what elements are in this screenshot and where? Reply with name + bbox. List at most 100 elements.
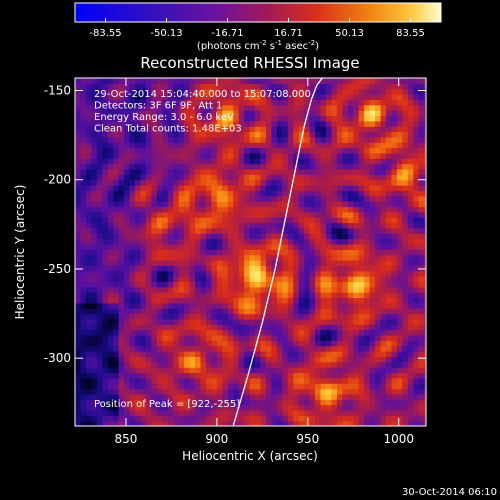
- heatmap-cell: [309, 361, 316, 368]
- heatmap-cell: [424, 409, 426, 416]
- heatmap-cell: [184, 238, 191, 245]
- heatmap-cell: [347, 399, 354, 406]
- heatmap-cell: [211, 270, 218, 277]
- heatmap-cell: [227, 340, 234, 347]
- heatmap-cell: [227, 179, 234, 186]
- heatmap-cell: [222, 227, 229, 234]
- heatmap-cell: [238, 324, 245, 331]
- heatmap-cell: [233, 211, 240, 218]
- heatmap-cell: [287, 286, 294, 293]
- heatmap-cell: [195, 367, 202, 374]
- heatmap-cell: [293, 142, 300, 149]
- heatmap-cell: [407, 126, 414, 133]
- heatmap-cell: [80, 276, 87, 283]
- heatmap-cell: [211, 136, 218, 143]
- heatmap-cell: [260, 260, 267, 266]
- heatmap-cell: [216, 88, 223, 95]
- heatmap-cell: [249, 115, 256, 122]
- heatmap-cell: [178, 286, 185, 293]
- y-axis-label: Heliocentric Y (arcsec): [13, 185, 27, 320]
- heatmap-cell: [211, 195, 218, 202]
- heatmap-cell: [413, 377, 420, 384]
- heatmap-cell: [151, 249, 158, 256]
- heatmap-cell: [293, 351, 300, 357]
- heatmap-cell: [85, 211, 92, 218]
- heatmap-cell: [276, 260, 283, 266]
- heatmap-cell: [75, 185, 82, 192]
- heatmap-cell: [244, 388, 251, 395]
- heatmap-cell: [227, 415, 234, 422]
- heatmap-cell: [424, 190, 426, 197]
- heatmap-cell: [402, 158, 409, 165]
- heatmap-cell: [298, 292, 305, 299]
- heatmap-cell: [320, 286, 327, 293]
- heatmap-cell: [413, 217, 420, 224]
- heatmap-cell: [385, 254, 393, 261]
- heatmap-cell: [347, 276, 354, 283]
- heatmap-cell: [244, 260, 251, 266]
- heatmap-cell: [265, 308, 273, 315]
- heatmap-cell: [353, 415, 360, 422]
- heatmap-cell: [140, 78, 147, 84]
- heatmap-cell: [260, 158, 267, 165]
- heatmap-cell: [358, 163, 365, 170]
- heatmap-cell: [189, 147, 196, 154]
- heatmap-cell: [124, 185, 131, 192]
- heatmap-cell: [140, 367, 147, 374]
- heatmap-cell: [265, 163, 273, 170]
- heatmap-cell: [424, 334, 426, 341]
- heatmap-cell: [107, 313, 114, 320]
- heatmap-cell: [369, 163, 376, 170]
- heatmap-cell: [189, 104, 196, 111]
- heatmap-cell: [80, 249, 87, 256]
- heatmap-cell: [211, 120, 218, 127]
- heatmap-cell: [184, 78, 191, 84]
- heatmap-cell: [211, 276, 218, 283]
- heatmap-cell: [413, 367, 420, 374]
- heatmap-cell: [145, 297, 152, 304]
- heatmap-cell: [140, 195, 147, 202]
- heatmap-cell: [222, 174, 229, 181]
- heatmap-cell: [293, 420, 300, 426]
- heatmap-cell: [227, 131, 234, 138]
- heatmap-cell: [358, 120, 365, 127]
- heatmap-cell: [276, 415, 283, 422]
- heatmap-cell: [75, 297, 82, 304]
- heatmap-cell: [309, 318, 316, 325]
- heatmap-cell: [156, 409, 163, 416]
- heatmap-cell: [320, 415, 327, 422]
- heatmap-cell: [205, 238, 212, 245]
- heatmap-cell: [391, 393, 398, 400]
- heatmap-cell: [102, 88, 109, 95]
- heatmap-cell: [347, 78, 354, 84]
- heatmap-cell: [233, 195, 240, 202]
- heatmap-cell: [107, 120, 114, 127]
- heatmap-cell: [418, 88, 425, 95]
- heatmap-cell: [320, 243, 327, 250]
- heatmap-cell: [353, 409, 360, 416]
- heatmap-cell: [293, 152, 300, 159]
- heatmap-cell: [216, 367, 223, 374]
- heatmap-cell: [325, 99, 333, 106]
- heatmap-cell: [238, 83, 245, 90]
- heatmap-cell: [216, 211, 223, 218]
- heatmap-cell: [418, 356, 425, 363]
- heatmap-cell: [135, 324, 142, 331]
- heatmap-cell: [342, 195, 349, 202]
- heatmap-cell: [195, 110, 202, 117]
- heatmap-cell: [293, 260, 300, 266]
- heatmap-cell: [107, 292, 114, 299]
- heatmap-cell: [249, 324, 256, 331]
- heatmap-cell: [342, 420, 349, 426]
- heatmap-cell: [145, 318, 152, 325]
- heatmap-cell: [309, 292, 316, 299]
- heatmap-cell: [178, 270, 185, 277]
- heatmap-cell: [85, 78, 92, 84]
- heatmap-cell: [320, 404, 327, 411]
- heatmap-cell: [407, 276, 414, 283]
- heatmap-cell: [407, 163, 414, 170]
- heatmap-cell: [184, 260, 191, 266]
- heatmap-cell: [135, 174, 142, 181]
- heatmap-cell: [233, 313, 240, 320]
- heatmap-cell: [320, 115, 327, 122]
